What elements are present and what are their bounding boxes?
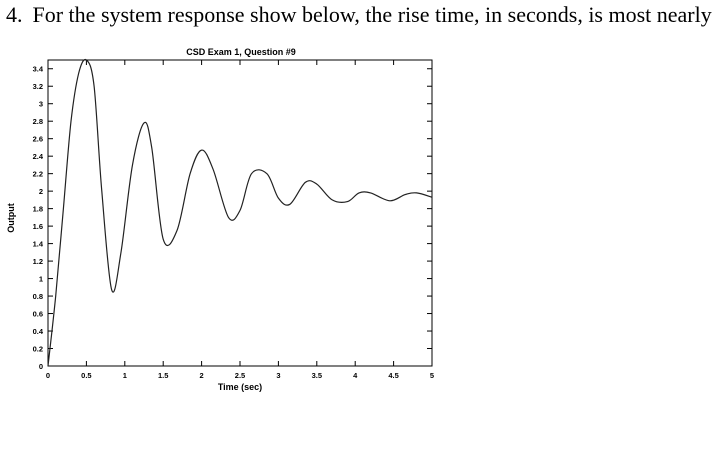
question-number: 4. [6,2,23,27]
data-point [347,201,348,202]
x-tick-label: 0.5 [81,371,91,380]
data-point [163,239,164,240]
y-tick-label: 1.6 [33,222,43,231]
data-point [78,73,79,74]
x-tick-label: 4 [353,371,358,380]
y-tick-labels: 0 0.2 0.4 0.6 0.8 1 1.2 1.4 1.6 1.8 2 2.2 2.4 2.6 2.8 3… [33,65,44,371]
data-point [132,164,133,165]
data-point [316,184,317,185]
x-tick-label: 5 [430,371,434,380]
x-tick-label: 2 [200,371,204,380]
y-tick-label: 1.4 [33,240,44,249]
y-tick-label: 1 [39,275,43,284]
data-point [228,217,229,218]
question-text: 4. For the system response show below, th… [6,2,712,28]
y-tick-label: 0.8 [33,292,43,301]
data-point [93,86,94,87]
data-point [251,173,252,174]
data-point [239,210,240,211]
y-tick-label: 2.6 [33,135,43,144]
data-points [47,59,432,366]
x-tick-label: 3.5 [312,371,322,380]
data-point [278,198,279,199]
data-point [63,208,64,209]
x-tick-label: 3 [276,371,280,380]
y-tick-label: 1.2 [33,257,43,266]
data-point [55,295,56,296]
data-point [431,197,432,198]
data-point [305,182,306,183]
y-tick-label: 3 [39,100,43,109]
x-tick-label: 2.5 [235,371,245,380]
data-point [389,200,390,201]
data-point [120,252,121,253]
data-point [266,173,267,174]
data-point [151,147,152,148]
y-tick-label: 3.2 [33,82,43,91]
y-axis-label: Output [6,203,16,233]
x-tick-labels: 0 0.5 1 1.5 2 2.5 3 3.5 4 4.5 5 [46,371,434,380]
data-point [86,59,87,60]
y-tick-label: 3.4 [33,65,44,74]
y-tick-label: 2.2 [33,170,43,179]
y-tick-label: 1.8 [33,205,43,214]
y-tick-label: 0.4 [33,327,44,336]
chart-title: CSD Exam 1, Question #9 [186,47,296,57]
y-tick-label: 0.2 [33,345,43,354]
data-point [213,169,214,170]
data-point [189,173,190,174]
axis-ticks [47,60,433,367]
y-tick-label: 0.6 [33,310,43,319]
data-point [332,199,333,200]
series-line [47,58,433,367]
data-point [101,191,102,192]
x-tick-label: 4.5 [388,371,398,380]
data-point [370,192,371,193]
data-point [143,122,144,123]
question-body: For the system response show below, the … [32,2,712,27]
x-tick-label: 1.5 [158,371,168,380]
y-tick-label: 0 [39,362,43,371]
plot-frame [47,59,433,367]
y-tick-label: 2.4 [33,152,44,161]
data-point [201,149,202,150]
x-axis-label: Time (sec) [218,382,262,392]
data-point [405,194,406,195]
data-point [47,365,48,366]
data-point [358,192,359,193]
data-point [70,121,71,122]
data-point [176,230,177,231]
data-point [111,289,112,290]
x-tick-label: 1 [123,371,127,380]
y-tick-label: 2 [39,187,43,196]
y-tick-label: 2.8 [33,117,43,126]
x-tick-label: 0 [46,371,50,380]
data-point [416,192,417,193]
data-point [289,204,290,205]
